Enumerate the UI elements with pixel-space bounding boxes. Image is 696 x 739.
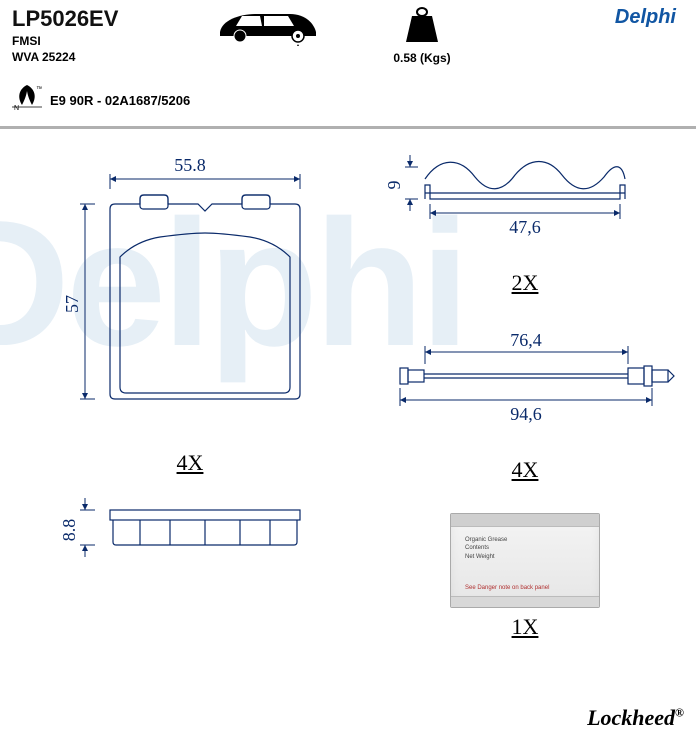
- leaf-icon: N ™: [12, 83, 42, 118]
- clip-qty: 2X: [370, 270, 680, 296]
- packet-qty: 1X: [370, 614, 680, 640]
- packet-line2: Contents: [465, 545, 489, 551]
- car-icon: [212, 6, 362, 51]
- packet-line1: Organic Grease: [465, 537, 507, 543]
- weight-icon: [362, 6, 482, 49]
- grease-packet: Organic Grease Contents Net Weight See D…: [450, 513, 600, 608]
- pad-width-label: 55.8: [174, 155, 206, 175]
- clip-width-label: 47,6: [509, 217, 541, 237]
- pad-side-drawing: 8.8: [40, 490, 340, 570]
- pad-front-drawing: 55.8 57: [40, 149, 340, 439]
- drawing-area: 55.8 57 4X 8.8: [0, 129, 696, 640]
- weight-value: 0.58 (Kgs): [362, 51, 482, 65]
- pad-height-label: 57: [62, 295, 82, 313]
- pad-thickness-label: 8.8: [59, 519, 79, 542]
- pad-front-qty: 4X: [40, 450, 340, 476]
- packet-warning: See Danger note on back panel: [465, 585, 549, 591]
- clip-drawing: 9 47,6: [370, 149, 670, 259]
- regulation-code: E9 90R - 02A1687/5206: [50, 93, 190, 108]
- header: LP5026EV FMSI WVA 25224 0.58 (K: [0, 0, 696, 129]
- brand-bottom: Lockheed®: [587, 705, 684, 731]
- pin-qty: 4X: [370, 457, 680, 483]
- wva-label: WVA 25224: [12, 50, 212, 64]
- svg-text:N: N: [14, 105, 19, 112]
- pin-overall-label: 94,6: [510, 404, 542, 424]
- packet-line3: Net Weight: [465, 554, 495, 560]
- fmsi-label: FMSI: [12, 34, 212, 48]
- pin-drawing: 76,4 94,6: [370, 316, 680, 446]
- brand-top: Delphi: [615, 6, 686, 29]
- part-number: LP5026EV: [12, 6, 212, 32]
- clip-height-label: 9: [384, 181, 404, 190]
- pin-inner-label: 76,4: [510, 330, 542, 350]
- svg-text:™: ™: [36, 86, 42, 93]
